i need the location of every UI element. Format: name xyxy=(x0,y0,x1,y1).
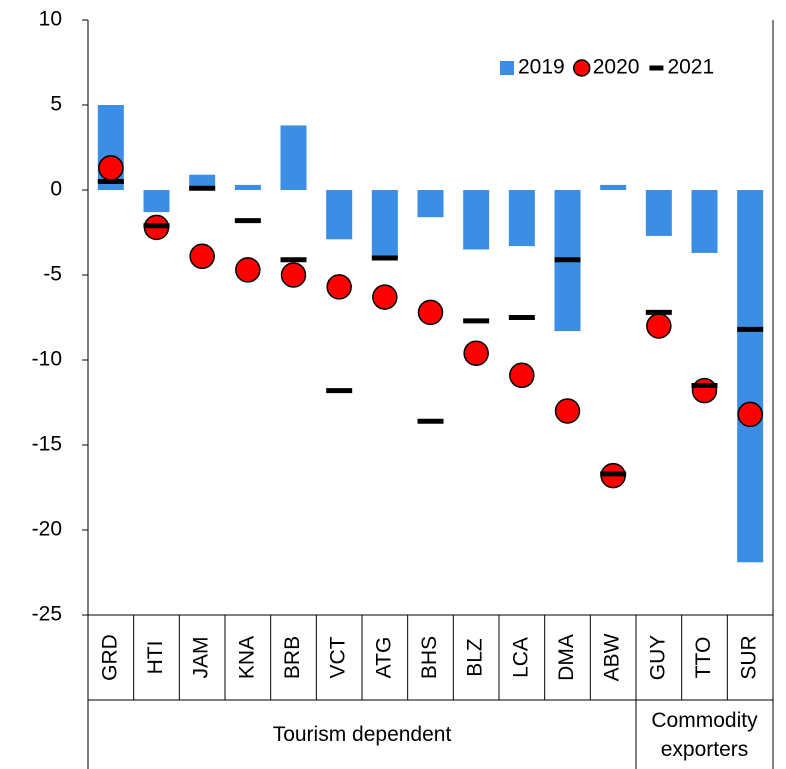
bar xyxy=(600,184,627,190)
y-tick-label: -5 xyxy=(43,263,62,286)
x-tick-label: SUR xyxy=(738,635,761,679)
legend-label: 2020 xyxy=(593,56,640,79)
legend-label: 2019 xyxy=(518,56,565,79)
marker xyxy=(280,262,307,288)
x-tick-label: JAM xyxy=(190,637,213,679)
y-tick-label: -25 xyxy=(32,603,62,626)
x-tick-label: VCT xyxy=(327,636,350,678)
marker xyxy=(417,299,444,326)
x-tick-label: DMA xyxy=(555,634,578,681)
x-tick-label: KNA xyxy=(235,636,258,679)
bar xyxy=(645,190,672,236)
y-tick-label: 5 xyxy=(50,93,62,116)
marker xyxy=(691,377,718,404)
group-label-box: Commodity exporters xyxy=(651,708,758,761)
x-tick-label: HTI xyxy=(144,641,167,675)
x-tick-label: ATG xyxy=(372,637,395,679)
x-tick-label: BRB xyxy=(281,636,304,679)
marker xyxy=(554,398,581,424)
bar xyxy=(691,190,718,253)
marker xyxy=(235,257,261,283)
bar xyxy=(143,190,170,213)
y-tick-label: -15 xyxy=(32,433,62,456)
x-tick-label: TTO xyxy=(692,637,715,679)
x-tick-label: BLZ xyxy=(464,638,487,677)
marker xyxy=(463,340,489,366)
x-tick-label: GUY xyxy=(646,635,669,681)
legend-swatch xyxy=(572,59,591,77)
y-tick-label: 0 xyxy=(50,178,62,201)
bar xyxy=(463,190,490,250)
x-tick-label: GRD xyxy=(98,634,121,681)
bar xyxy=(326,190,353,240)
marker xyxy=(98,155,124,181)
marker xyxy=(646,313,672,339)
group-label: Commodity exporters xyxy=(651,708,758,761)
marker xyxy=(326,274,352,300)
bar xyxy=(280,125,307,190)
marker xyxy=(189,243,215,270)
bar xyxy=(234,184,261,190)
group-label: Tourism dependent xyxy=(272,723,452,746)
bar xyxy=(371,190,398,258)
group-label-box: Tourism dependent xyxy=(272,723,452,746)
bar xyxy=(508,190,535,247)
y-tick-label: -10 xyxy=(32,348,62,371)
y-tick-label: 10 xyxy=(39,8,62,31)
x-tick-label: BHS xyxy=(418,636,441,679)
legend-swatch xyxy=(500,61,514,75)
marker xyxy=(737,401,763,428)
legend-label: 2021 xyxy=(667,56,714,79)
marker xyxy=(372,284,398,310)
y-tick-label: -20 xyxy=(32,518,62,541)
bar xyxy=(417,190,444,218)
x-tick-label: LCA xyxy=(509,637,532,678)
bar xyxy=(737,190,764,563)
marker xyxy=(509,362,535,389)
x-tick-label: ABW xyxy=(601,633,624,681)
